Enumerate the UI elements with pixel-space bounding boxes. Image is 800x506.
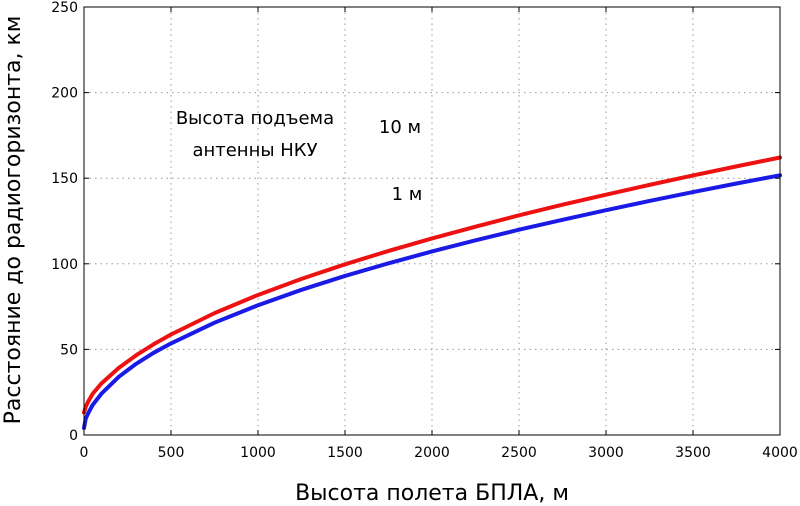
series-line-10m bbox=[82, 155, 782, 415]
x-tick-label: 3000 bbox=[588, 445, 624, 461]
series-layer bbox=[82, 155, 782, 430]
x-tick-label: 2000 bbox=[414, 445, 450, 461]
label-10m: 10 м bbox=[379, 117, 421, 138]
x-tick-label: 0 bbox=[80, 445, 89, 461]
x-tick-label: 1500 bbox=[327, 445, 363, 461]
legend-title-line2: антенны НКУ bbox=[192, 140, 317, 161]
label-1m: 1 м bbox=[392, 184, 423, 205]
x-tick-label: 3500 bbox=[675, 445, 711, 461]
x-axis-label: Высота полета БПЛА, м bbox=[295, 481, 569, 506]
y-tick-label: 0 bbox=[69, 428, 78, 444]
y-tick-label: 200 bbox=[51, 86, 78, 102]
axis-ticks: 0 500 1000 1500 2000 2500 3000 3500 4000 0 50 100 15… bbox=[51, 0, 798, 461]
x-tick-label: 4000 bbox=[762, 445, 798, 461]
series-line-1m bbox=[82, 173, 782, 430]
y-axis-label: Расстояние до радиогоризонта, км bbox=[1, 16, 26, 425]
y-tick-label: 150 bbox=[51, 171, 78, 187]
x-tick-label: 500 bbox=[158, 445, 185, 461]
y-tick-label: 50 bbox=[60, 342, 78, 358]
x-tick-label: 2500 bbox=[501, 445, 537, 461]
y-tick-label: 250 bbox=[51, 0, 78, 16]
legend-title-line1: Высота подъема bbox=[176, 108, 334, 129]
grid-lines bbox=[84, 7, 780, 435]
y-tick-label: 100 bbox=[51, 257, 78, 273]
x-tick-label: 1000 bbox=[240, 445, 276, 461]
